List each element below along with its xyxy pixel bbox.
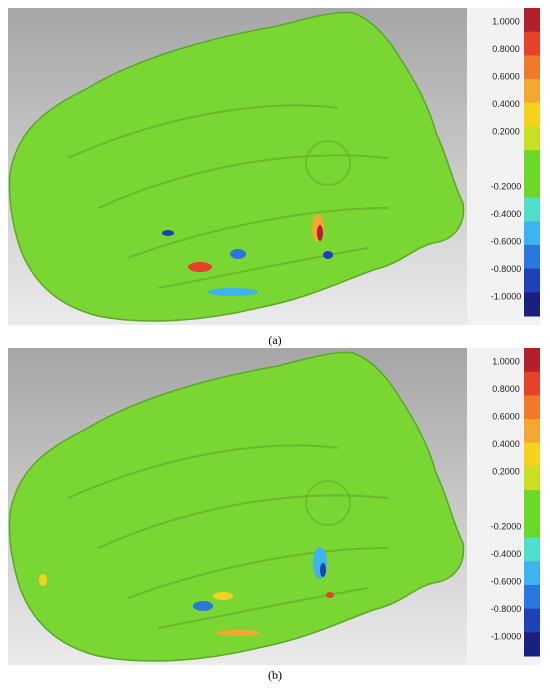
colorbar-label: -0.4000 — [491, 209, 522, 219]
colorbar-label: 0.6000 — [492, 71, 520, 81]
colorbar-label: -0.4000 — [491, 549, 522, 559]
colorbar-label: -0.8000 — [491, 604, 522, 614]
colorbar-band — [524, 55, 540, 80]
panel: 1.0000 0.8000 0.6000 0.4000 0.2000 -0.2000 -0.… — [8, 8, 540, 325]
panel: 1.0000 0.8000 0.6000 0.4000 0.2000 -0.2000 -0.… — [8, 348, 540, 665]
colorbar-band — [524, 632, 540, 657]
colorbar-band — [524, 490, 540, 515]
colorbar-band — [524, 268, 540, 293]
colorbar-band — [524, 395, 540, 420]
colorbar-label: 0.8000 — [492, 384, 520, 394]
colorbar-label: 1.0000 — [492, 16, 520, 26]
colorbar-band — [524, 79, 540, 104]
colorbar-label: -1.0000 — [491, 291, 522, 301]
colorbar-band — [524, 561, 540, 586]
colorbar-band — [524, 292, 540, 317]
colorbar-band — [524, 150, 540, 175]
colorbar-band — [524, 584, 540, 610]
colorbar-band — [524, 173, 540, 199]
colorbar-label: -0.2000 — [491, 521, 522, 531]
colorbar-band — [524, 102, 540, 127]
colorbar-label: -0.2000 — [491, 181, 522, 191]
colorbar-label: 1.0000 — [492, 356, 520, 366]
deviation-spots — [39, 547, 334, 636]
colorbar-band — [524, 221, 540, 246]
colorbar-band — [524, 126, 540, 151]
colorbar-label: -0.6000 — [491, 236, 522, 246]
colorbar-band — [524, 348, 540, 373]
colorbar-label: -0.6000 — [491, 576, 522, 586]
colorbar-label: 0.4000 — [492, 99, 520, 109]
colorbar-band — [524, 537, 540, 562]
colorbar-band — [524, 371, 540, 396]
colorbar-label: 0.8000 — [492, 44, 520, 54]
colorbar-band — [524, 31, 540, 56]
colorbar-label: 0.4000 — [492, 439, 520, 449]
colorbar-label: -1.0000 — [491, 631, 522, 641]
colorbar-band — [524, 513, 540, 539]
colorbar-label: 0.2000 — [492, 126, 520, 136]
colorbar-band — [524, 608, 540, 633]
panel-caption: (a) — [268, 333, 281, 347]
colorbar-band — [524, 466, 540, 491]
colorbar-band — [524, 197, 540, 222]
colorbar-label: 0.2000 — [492, 466, 520, 476]
colorbar-label: -0.8000 — [491, 264, 522, 274]
colorbar-band — [524, 442, 540, 467]
colorbar-label: 0.6000 — [492, 411, 520, 421]
colorbar-band — [524, 244, 540, 270]
colorbar-band — [524, 419, 540, 444]
colorbar-band — [524, 8, 540, 33]
panel-caption: (b) — [268, 668, 282, 682]
deviation-spots — [162, 214, 333, 296]
